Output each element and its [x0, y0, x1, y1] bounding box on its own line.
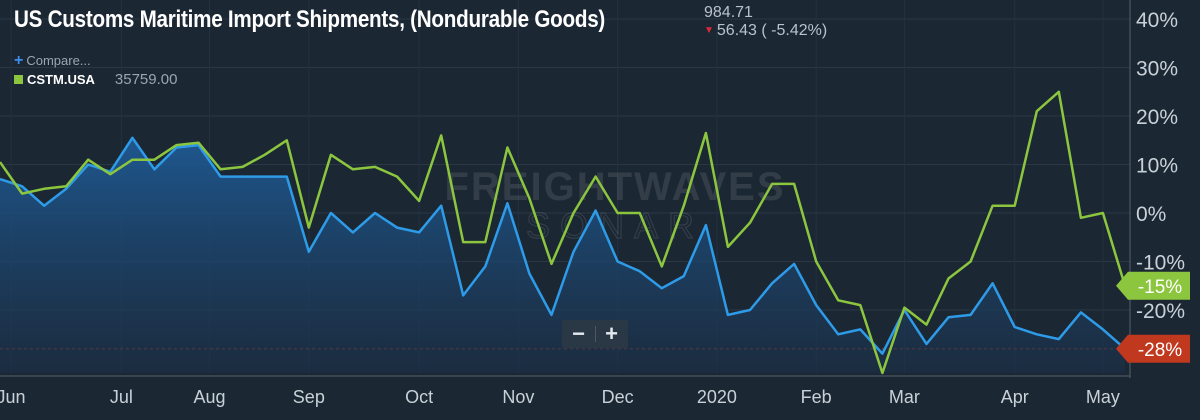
series-line-green	[0, 90, 1127, 375]
y-tick-label: -20%	[1136, 300, 1185, 323]
zoom-in-button[interactable]: +	[605, 321, 618, 346]
axis-layer: 40% 30% 20% 10% 0% -10% -20% Jun Jul Aug Sep Oct Nov…	[0, 0, 1185, 407]
value-change-text: 56.43 ( -5.42%)	[716, 22, 828, 39]
current-value: 984.71	[704, 4, 753, 21]
x-tick-label: Nov	[502, 387, 534, 407]
series-area-blue	[0, 137, 1125, 373]
x-tick-label: Feb	[801, 387, 832, 407]
legend-value: 35759.00	[114, 71, 178, 88]
compare-button[interactable]: + Compare...	[14, 52, 91, 70]
x-tick-label: Aug	[194, 387, 226, 407]
watermark: FREIGHTWAVES SONAR	[444, 165, 783, 247]
chart-title: US Customs Maritime Import Shipments, (N…	[14, 6, 606, 33]
end-badge-green: -15%	[1116, 271, 1190, 300]
compare-label: Compare...	[26, 53, 91, 68]
end-badge-green-label: -15%	[1138, 277, 1182, 298]
x-tick-label: Oct	[405, 387, 433, 407]
zoom-controls: − +	[562, 320, 628, 348]
x-tick-label: Mar	[889, 387, 920, 407]
x-tick-label: May	[1086, 387, 1120, 407]
series-line-blue	[0, 136, 1126, 355]
legend-name: CSTM.USA	[27, 72, 95, 87]
end-badge-blue-shape	[1116, 334, 1190, 363]
badge-layer: -15% -28%	[1116, 271, 1190, 363]
plus-icon: +	[14, 52, 24, 69]
y-tick-label: 0%	[1136, 203, 1166, 226]
end-badge-blue: -28%	[1116, 334, 1190, 363]
series-layer	[0, 90, 1127, 375]
y-tick-label: 20%	[1136, 106, 1178, 129]
end-badge-green-shape	[1116, 271, 1190, 300]
x-tick-label: Jul	[110, 387, 133, 407]
legend-swatch	[14, 75, 23, 84]
down-arrow-icon: ▼	[704, 25, 714, 36]
watermark-sonar: SONAR	[526, 205, 704, 246]
x-tick-label: Sep	[293, 387, 325, 407]
zoom-out-button[interactable]: −	[572, 321, 585, 346]
x-tick-label: Jun	[0, 387, 26, 407]
end-badge-blue-label: -28%	[1138, 340, 1182, 361]
value-change: ▼ 56.43 ( -5.42%)	[704, 22, 827, 40]
zoom-divider	[595, 326, 596, 342]
y-tick-label: 30%	[1136, 58, 1178, 81]
y-tick-label: 40%	[1136, 9, 1178, 32]
x-tick-label: Apr	[1001, 387, 1029, 407]
x-tick-label: Dec	[602, 387, 634, 407]
legend-item[interactable]: CSTM.USA 35759.00	[14, 71, 177, 89]
x-tick-label: 2020	[697, 387, 737, 407]
y-tick-label: 10%	[1136, 155, 1178, 178]
y-tick-label: -10%	[1136, 252, 1185, 275]
